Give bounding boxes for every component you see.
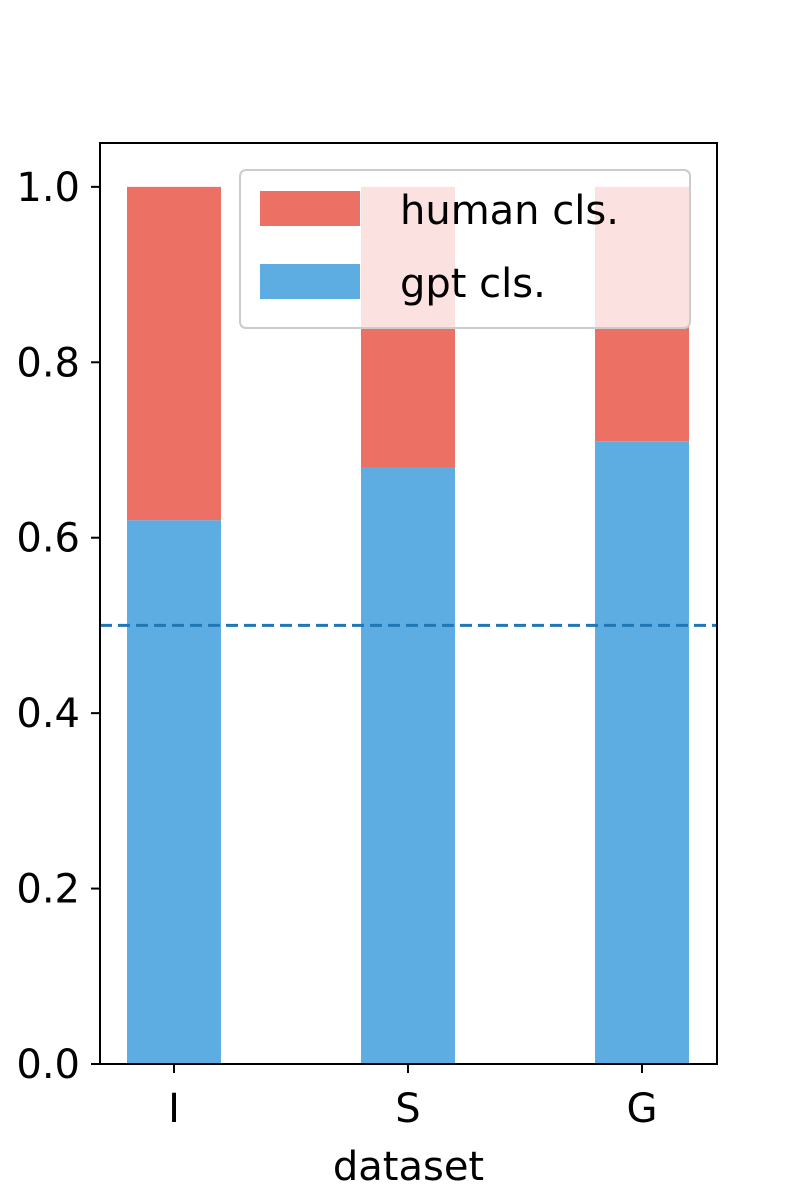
bar-gpt-G <box>595 441 689 1064</box>
y-tick-label: 0.6 <box>16 516 80 562</box>
bar-human-I <box>127 186 221 521</box>
legend: human cls. gpt cls. <box>239 169 691 329</box>
y-tick-label: 0.4 <box>16 691 80 737</box>
y-tick-label: 0.2 <box>16 867 80 913</box>
y-tick-label: 0.8 <box>16 340 80 386</box>
bar-gpt-I <box>127 520 221 1064</box>
legend-swatch-human <box>260 191 360 226</box>
x-tick-label: S <box>395 1086 420 1132</box>
y-axis: 0.0 0.2 0.4 0.6 0.8 1.0 <box>16 165 100 1088</box>
legend-label-human: human cls. <box>400 188 619 234</box>
legend-label-gpt: gpt cls. <box>400 261 546 307</box>
x-tick-label: I <box>168 1086 180 1132</box>
bar-gpt-S <box>361 467 455 1064</box>
x-axis-label: dataset <box>333 1144 484 1190</box>
y-tick-label: 1.0 <box>16 165 80 211</box>
legend-swatch-gpt <box>260 264 360 299</box>
x-tick-label: G <box>627 1086 658 1132</box>
y-tick-label: 0.0 <box>16 1042 80 1088</box>
